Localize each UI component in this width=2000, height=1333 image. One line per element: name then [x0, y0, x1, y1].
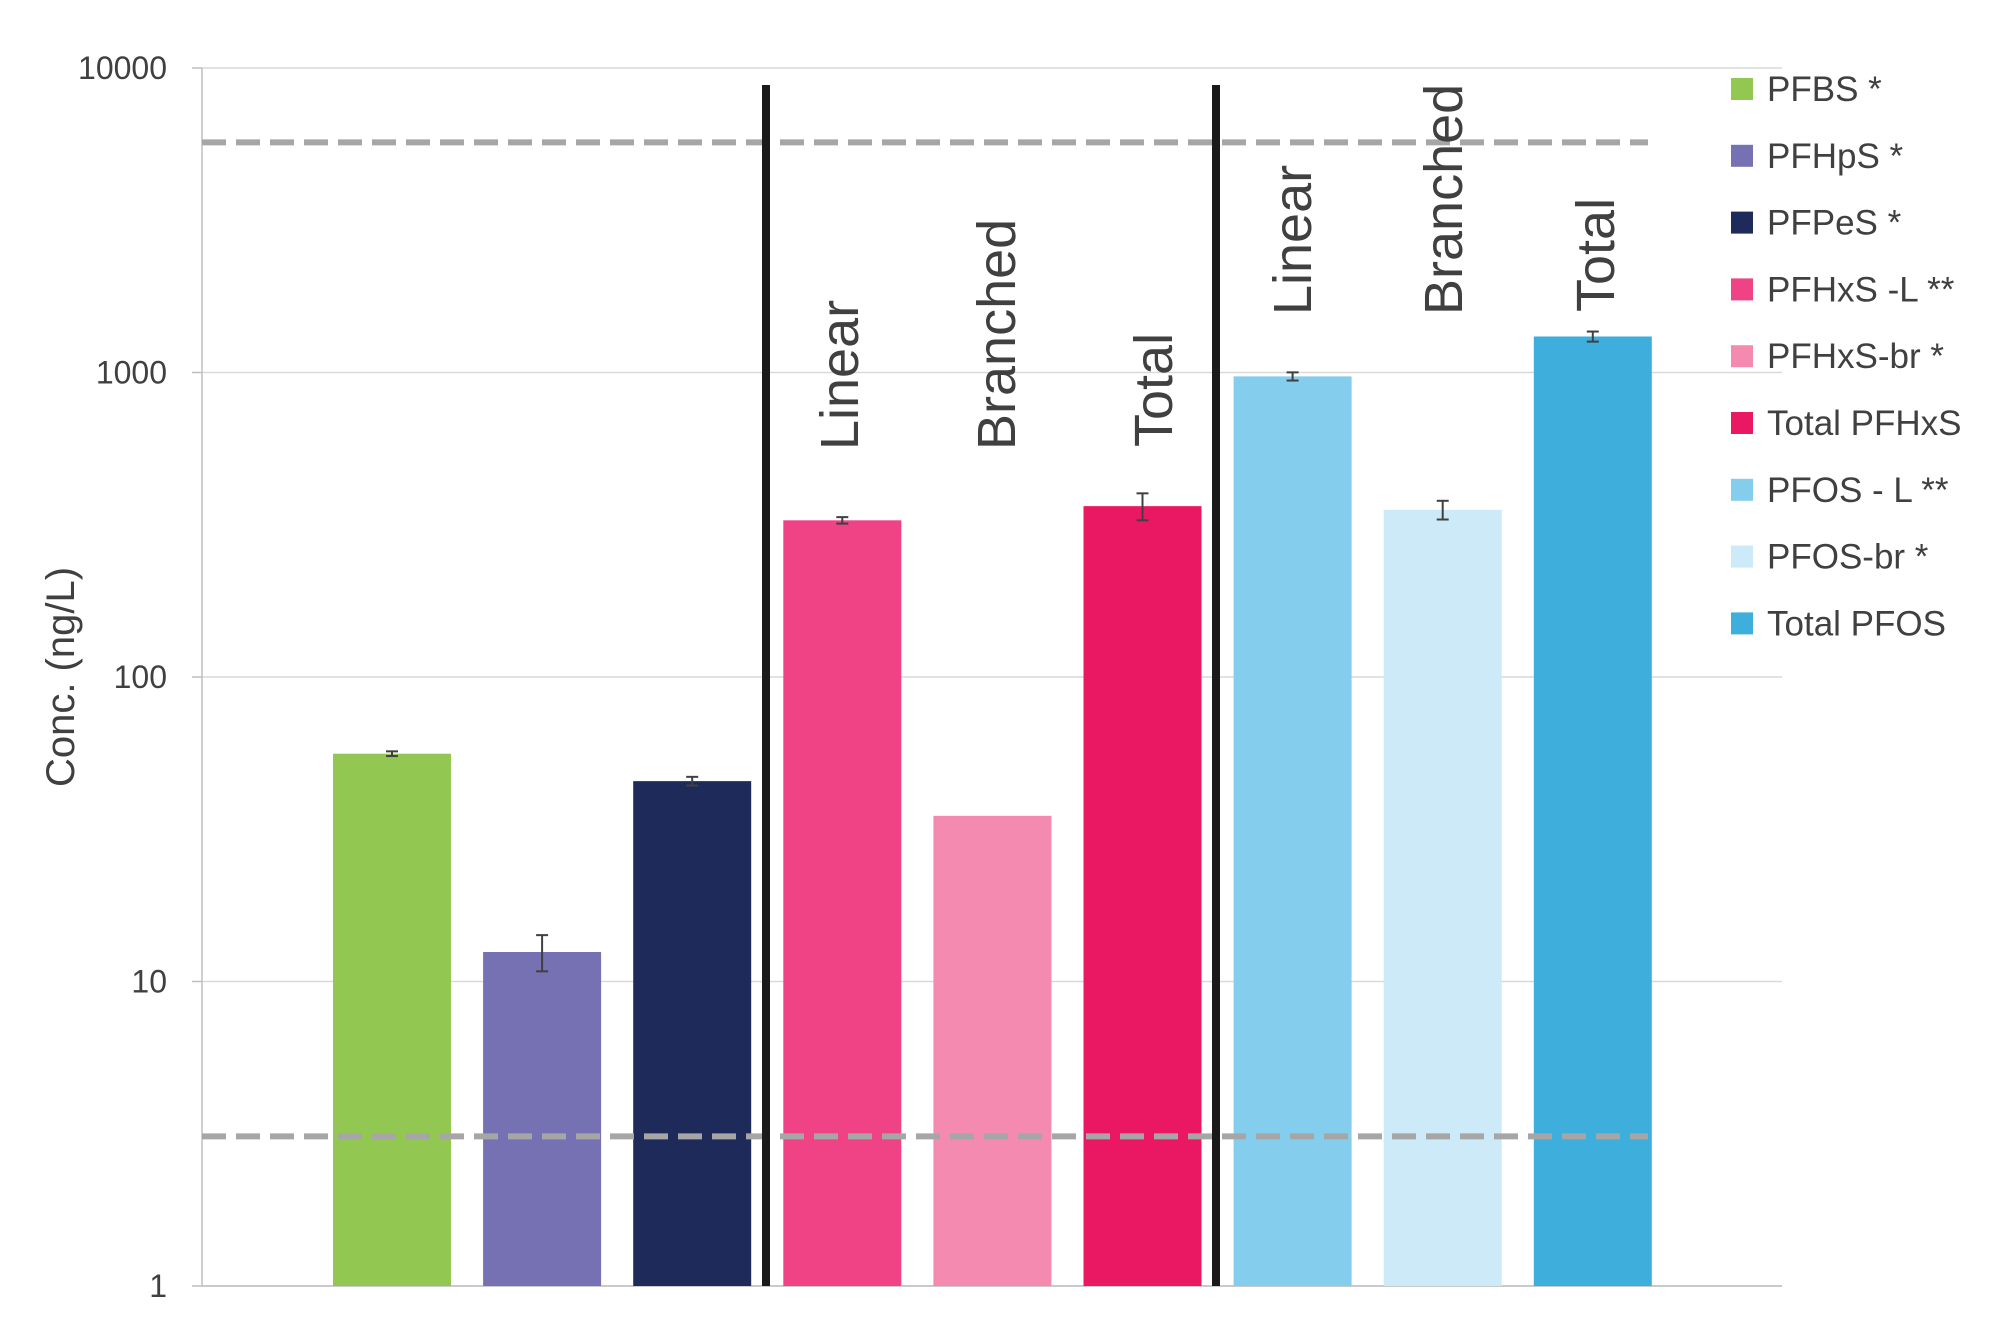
annotation: Total: [1124, 333, 1184, 447]
annotation: Linear: [810, 300, 870, 450]
bar: [1533, 336, 1652, 1286]
annotation: Branched: [1414, 84, 1474, 315]
legend-label: PFBS *: [1767, 70, 1882, 109]
legend-swatch: [1731, 78, 1753, 100]
legend-label: PFOS - L **: [1767, 471, 1949, 510]
legend-swatch: [1731, 278, 1753, 301]
annotation: Branched: [967, 219, 1027, 450]
legend-swatch: [1731, 478, 1753, 501]
annotation: Total: [1566, 198, 1626, 312]
legend-label: PFHpS *: [1767, 137, 1904, 176]
legend-label: Total PFHxS: [1767, 404, 1962, 443]
bar: [483, 951, 602, 1286]
legend-swatch: [1731, 545, 1753, 568]
bar: [783, 520, 902, 1286]
bar: [1383, 509, 1502, 1287]
annotation: Linear: [1263, 165, 1323, 315]
bar: [1083, 506, 1202, 1286]
legend-swatch: [1731, 412, 1753, 434]
legend-label: PFHxS-br *: [1767, 337, 1944, 376]
bar: [1233, 376, 1352, 1287]
legend-label: PFHxS -L **: [1767, 270, 1955, 309]
bar: [633, 781, 752, 1286]
legend-swatch: [1731, 345, 1753, 368]
y-axis-label: Conc. (ng/L): [39, 567, 83, 787]
legend-label: Total PFOS: [1767, 604, 1946, 643]
y-tick-label: 100: [114, 659, 167, 695]
y-tick-label: 10: [131, 964, 167, 1000]
legend-swatch: [1731, 612, 1753, 635]
bar: [933, 815, 1052, 1286]
y-tick-label: 10000: [78, 50, 167, 86]
legend-swatch: [1731, 211, 1753, 234]
y-tick-label: 1: [149, 1268, 167, 1304]
y-tick-label: 1000: [96, 355, 167, 391]
legend-swatch: [1731, 144, 1753, 167]
bar: [333, 753, 451, 1286]
legend-label: PFOS-br *: [1767, 538, 1929, 577]
legend-label: PFPeS *: [1767, 204, 1902, 243]
